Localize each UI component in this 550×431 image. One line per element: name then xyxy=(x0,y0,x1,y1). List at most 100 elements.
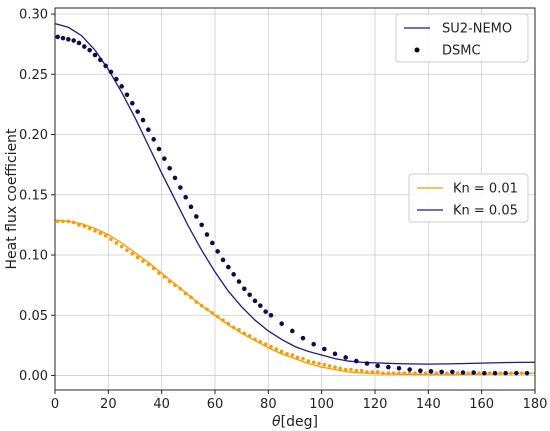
dsmc-point xyxy=(124,92,130,98)
dsmc-point xyxy=(77,223,81,227)
dsmc-point xyxy=(253,337,257,342)
plot-frame xyxy=(54,7,536,391)
dsmc-point xyxy=(263,309,268,314)
dsmc-point xyxy=(146,127,151,133)
dsmc-point xyxy=(428,369,434,374)
y-axis-ticks: 0.00 0.05 0.10 0.15 0.20 0.25 0.30 xyxy=(19,8,55,384)
y-tick-label: 0.20 xyxy=(19,128,48,143)
dsmc-point xyxy=(247,292,252,298)
dsmc-point xyxy=(119,244,124,249)
dsmc-point xyxy=(450,369,455,375)
dsmc-point xyxy=(247,333,252,338)
dsmc-point xyxy=(300,335,306,341)
dsmc-point xyxy=(482,370,487,376)
dsmc-point xyxy=(477,371,481,375)
dsmc-point xyxy=(146,262,151,267)
dsmc-point xyxy=(178,286,183,291)
y-tick-label: 0.15 xyxy=(19,188,48,203)
dsmc-point xyxy=(125,248,129,253)
dsmc-point xyxy=(82,44,87,49)
dsmc-point xyxy=(311,341,316,347)
dsmc-point xyxy=(167,165,172,171)
dsmc-point xyxy=(135,109,140,114)
dsmc-point xyxy=(285,352,289,356)
dsmc-point xyxy=(98,231,103,236)
dsmc-point xyxy=(407,367,412,372)
dsmc-point xyxy=(498,371,503,375)
series-line xyxy=(54,23,536,365)
legend-method: SU2-NEMO DSMC xyxy=(395,13,529,63)
dsmc-point xyxy=(221,318,225,322)
x-axis-ticks: 0 20 40 60 80 100 120 140 160 180 xyxy=(51,390,547,412)
dsmc-point xyxy=(183,194,188,200)
x-axis-symbol: θ xyxy=(272,414,281,430)
dsmc-point xyxy=(130,100,135,106)
dsmc-point xyxy=(386,371,391,375)
dsmc-point xyxy=(514,370,519,376)
dsmc-point xyxy=(354,368,359,373)
dsmc-point xyxy=(194,300,199,304)
dsmc-point xyxy=(231,272,236,277)
dsmc-point xyxy=(311,360,316,365)
legend-label: Kn = 0.01 xyxy=(453,182,518,197)
legend-label: SU2-NEMO xyxy=(442,22,512,37)
dsmc-point xyxy=(183,291,188,296)
y-axis-label: Heat flux coefficient xyxy=(4,128,20,270)
dsmc-point xyxy=(332,351,338,357)
dsmc-point xyxy=(263,342,268,347)
x-tick-label: 40 xyxy=(153,397,170,412)
x-tick-label: 140 xyxy=(416,397,441,412)
dsmc-point xyxy=(460,370,466,375)
dsmc-point xyxy=(375,370,380,374)
legend-method-box xyxy=(395,13,529,63)
dsmc-point xyxy=(503,370,508,376)
dsmc-point xyxy=(55,219,60,224)
dsmc-point xyxy=(178,185,183,190)
x-tick-label: 100 xyxy=(309,397,334,412)
dsmc-point xyxy=(71,38,76,43)
dsmc-point xyxy=(199,303,204,308)
legend-knudsen: Kn = 0.01 Kn = 0.05 xyxy=(408,173,529,223)
dsmc-point xyxy=(455,371,460,375)
dsmc-point xyxy=(167,279,172,284)
dsmc-point xyxy=(338,366,343,371)
dsmc-point xyxy=(471,370,476,375)
dsmc-point xyxy=(108,69,114,75)
dsmc-point xyxy=(55,34,60,40)
dsmc-point xyxy=(173,283,177,287)
dsmc-point xyxy=(93,229,97,233)
dsmc-point xyxy=(333,365,337,369)
dsmc-point xyxy=(407,371,412,375)
dsmc-point xyxy=(295,355,300,360)
dsmc-point xyxy=(151,137,156,142)
dsmc-point xyxy=(445,371,449,375)
y-tick-label: 0.00 xyxy=(19,369,48,384)
dsmc-point xyxy=(199,222,204,228)
dsmc-point xyxy=(60,35,66,41)
dsmc-point xyxy=(397,371,401,375)
dsmc-point xyxy=(487,371,492,375)
dsmc-point xyxy=(82,224,87,228)
x-axis-label: θ[deg] xyxy=(272,414,318,430)
dsmc-point xyxy=(509,371,513,375)
dsmc-point xyxy=(301,356,305,361)
legend-label: DSMC xyxy=(442,44,481,59)
dsmc-point xyxy=(375,363,380,369)
dsmc-point xyxy=(290,353,295,357)
dsmc-point xyxy=(114,76,119,82)
x-tick-label: 0 xyxy=(51,397,59,412)
dsmc-point xyxy=(290,328,295,334)
dsmc-point xyxy=(413,371,417,375)
dsmc-point xyxy=(439,369,444,375)
dsmc-point xyxy=(66,37,71,42)
dsmc-point xyxy=(103,63,108,69)
dsmc-point xyxy=(130,252,135,256)
dsmc-point xyxy=(237,327,241,332)
dsmc-point xyxy=(354,358,359,364)
dsmc-point xyxy=(71,220,76,225)
dsmc-point xyxy=(141,259,145,263)
dsmc-point xyxy=(258,340,263,344)
dsmc-point xyxy=(242,286,247,292)
